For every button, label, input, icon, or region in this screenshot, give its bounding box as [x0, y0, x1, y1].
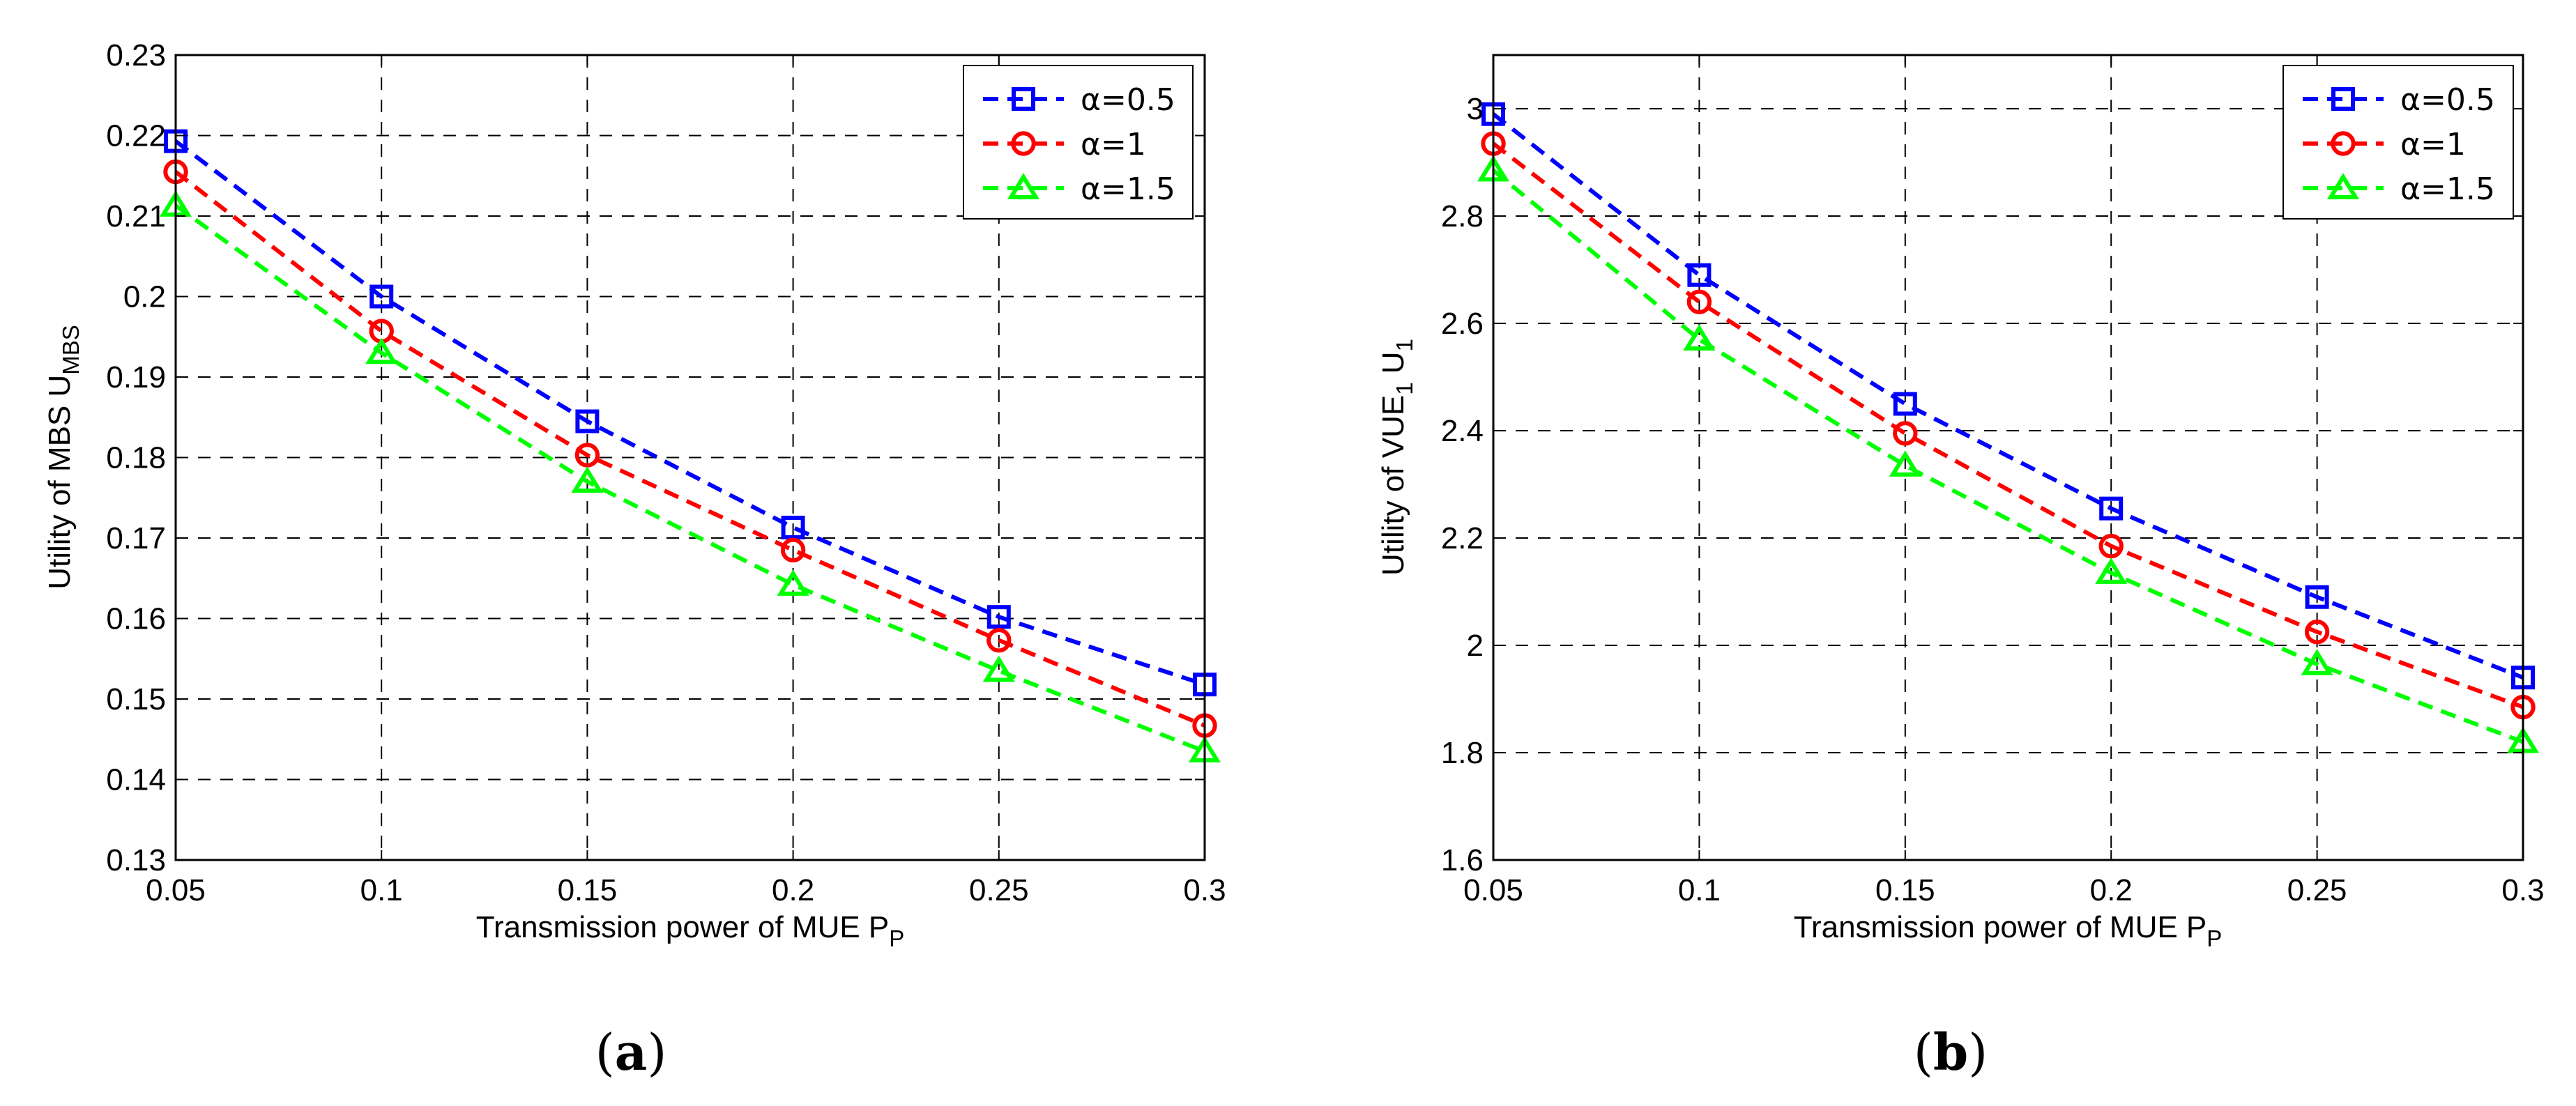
x-tick-label-a: 0.3 [1183, 873, 1226, 907]
y-axis-label-a: Utility of MBS UMBS [43, 325, 84, 590]
data-point-a-3 [982, 655, 1015, 682]
markers-b [1477, 102, 2540, 753]
series-lines-b [1492, 112, 2524, 744]
x-tick-label-b: 0.05 [1463, 873, 1523, 907]
legend-label-b-2: α=1 [2400, 127, 2466, 162]
legend-box-a [963, 65, 1194, 220]
data-point-b-3 [1683, 324, 1716, 351]
y-tick-label-a: 0.18 [106, 441, 166, 475]
legend-marker-b-3 [2326, 173, 2360, 199]
data-point-a-3 [777, 569, 809, 596]
y-tick-label-a: 0.22 [106, 119, 166, 153]
x-axis-label-b: Transmission power of MUE PP [1794, 910, 2223, 951]
data-point-b-1 [2305, 585, 2329, 609]
x-tick-label-b: 0.2 [2090, 873, 2133, 907]
legend-label-b-1: α=0.5 [2400, 82, 2495, 118]
caption-a: (a) [595, 1022, 667, 1082]
y-tick-label-b: 2.8 [1441, 199, 1484, 233]
x-tick-label-b: 0.3 [2501, 873, 2544, 907]
chart-panel-b: 0.05 0.1 0.15 0.2 0.25 0.3 1.6 1.8 2 2.2 2.4 2.6 2.8… [1376, 54, 2545, 1082]
y-tick-label-b: 3 [1467, 92, 1484, 126]
data-point-a-1 [986, 605, 1011, 629]
data-point-a-3 [365, 337, 398, 364]
tick-labels-a: 0.05 0.1 0.15 0.2 0.25 0.3 0.13 0.14 0.15 0.16 0.1… [106, 38, 1226, 907]
y-tick-label-b: 2.6 [1441, 307, 1484, 341]
series-line-a-2 [174, 170, 1206, 728]
legend-marker-a-2 [1011, 131, 1036, 156]
legend-label-a-1: α=0.5 [1081, 82, 1175, 118]
series-line-b-2 [1492, 141, 2524, 709]
y-tick-label-b: 1.8 [1441, 736, 1484, 770]
data-point-a-3 [571, 466, 604, 493]
data-point-b-3 [1889, 450, 1921, 477]
data-point-b-1 [1893, 392, 1917, 416]
series-line-a-1 [174, 139, 1205, 687]
data-point-b-2 [1686, 289, 1712, 314]
data-point-a-2 [574, 443, 600, 468]
data-point-b-2 [2098, 533, 2124, 559]
y-tick-label-a: 0.15 [106, 682, 166, 716]
data-point-b-1 [1687, 263, 1712, 287]
y-tick-label-b: 2.2 [1441, 521, 1484, 555]
y-tick-label-a: 0.19 [106, 360, 166, 394]
y-tick-label-b: 2 [1467, 629, 1484, 663]
series-line-a-3 [174, 203, 1206, 753]
data-point-a-1 [575, 409, 600, 433]
data-point-a-2 [780, 537, 806, 563]
y-axis-label-b: Utility of VUE1 U1 [1376, 339, 1417, 576]
series-line-b-3 [1492, 169, 2524, 744]
x-tick-label-b: 0.15 [1875, 873, 1935, 907]
data-point-a-1 [781, 515, 805, 539]
caption-b: (b) [1914, 1022, 1988, 1082]
legend-marker-b-2 [2331, 131, 2356, 156]
legend-marker-a-3 [1007, 173, 1040, 199]
y-tick-label-a: 0.16 [106, 602, 166, 636]
y-tick-label-a: 0.17 [106, 521, 166, 555]
legend-box-b [2282, 65, 2514, 220]
series-line-b-1 [1492, 112, 2524, 679]
data-point-a-1 [369, 284, 394, 309]
x-tick-label-a: 0.25 [969, 873, 1029, 907]
ticks-a [175, 54, 1205, 861]
x-tick-label-a: 0.15 [558, 873, 618, 907]
y-tick-label-b: 1.6 [1441, 843, 1484, 877]
x-tick-label-a: 0.05 [146, 873, 206, 907]
legend-marker-a-1 [1012, 87, 1035, 111]
y-tick-label-b: 2.4 [1441, 414, 1484, 448]
series-lines-a [174, 139, 1206, 753]
legend-marker-b-1 [2331, 87, 2355, 111]
axes-box-b [1492, 54, 2524, 861]
legend-b: α=0.5 α=1 α=1.5 [2282, 65, 2514, 220]
x-axis-label-a: Transmission power of MUE PP [476, 910, 905, 951]
data-point-b-1 [2099, 496, 2124, 521]
data-point-b-3 [2095, 558, 2128, 584]
data-point-b-2 [2304, 620, 2330, 645]
chart-panel-a: 0.05 0.1 0.15 0.2 0.25 0.3 0.13 0.14 0.15 0.16 0.1… [43, 38, 1226, 1082]
y-tick-label-a: 0.13 [106, 843, 166, 877]
x-tick-label-a: 0.1 [360, 873, 403, 907]
legend-label-a-2: α=1 [1081, 127, 1146, 162]
legend-label-b-3: α=1.5 [2400, 171, 2495, 207]
y-tick-label-a: 0.14 [106, 763, 166, 797]
data-point-b-3 [2301, 649, 2333, 675]
legend-a: α=0.5 α=1 α=1.5 [963, 65, 1194, 220]
x-tick-label-b: 0.1 [1678, 873, 1721, 907]
legend-label-a-3: α=1.5 [1081, 171, 1175, 207]
data-point-b-2 [1893, 421, 1918, 446]
y-tick-label-a: 0.21 [106, 199, 166, 233]
ticks-b [1493, 55, 2524, 861]
tick-labels-b: 0.05 0.1 0.15 0.2 0.25 0.3 1.6 1.8 2 2.2 2.4 2.6 2.8… [1441, 92, 2545, 907]
data-point-a-2 [986, 627, 1012, 653]
x-tick-label-b: 0.25 [2287, 873, 2347, 907]
y-tick-label-a: 0.2 [123, 280, 166, 314]
x-tick-label-a: 0.2 [772, 873, 814, 907]
y-tick-label-a: 0.23 [106, 38, 166, 72]
